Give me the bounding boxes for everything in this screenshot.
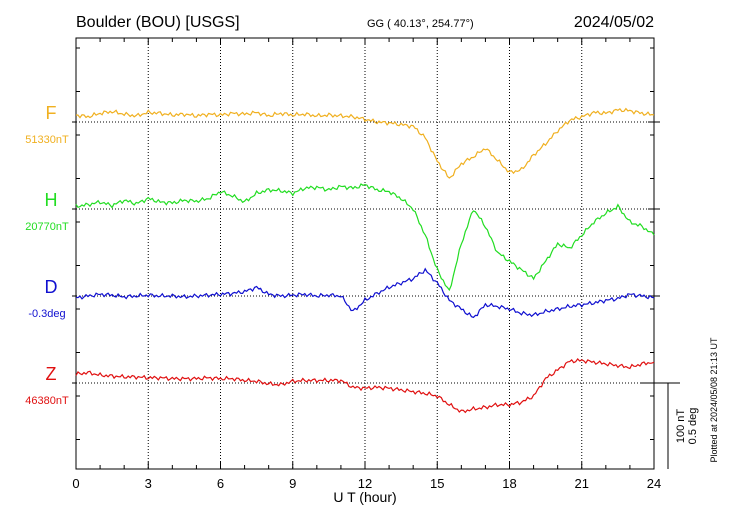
x-tick-label: 18 <box>502 476 516 491</box>
series-name-f: F <box>46 103 57 123</box>
series-line-z <box>75 357 655 414</box>
series-labels: F 51330nT H 20770nT D -0.3deg Z 46380nT <box>25 103 69 407</box>
series-line-f <box>75 107 655 179</box>
series-baseline-f: 51330nT <box>25 134 69 146</box>
series-baseline-z: 46380nT <box>25 395 69 407</box>
x-tick-labels: 0 3 6 9 12 15 18 21 24 <box>72 476 661 491</box>
grid-lines <box>147 38 583 469</box>
x-tick-label: 21 <box>575 476 589 491</box>
series-name-d: D <box>45 277 58 297</box>
x-tick-label: 0 <box>72 476 79 491</box>
series-name-z: Z <box>46 364 57 384</box>
series-line-h <box>75 183 655 292</box>
x-axis-label: U T (hour) <box>333 489 396 505</box>
x-tick-label: 9 <box>289 476 296 491</box>
x-tick-label: 15 <box>430 476 444 491</box>
scale-bar-nt: 100 nT <box>675 409 687 444</box>
series-baseline-d: -0.3deg <box>28 308 65 320</box>
series-baseline-h: 20770nT <box>25 221 69 233</box>
plotted-at-note: Plotted at 2024/05/08 21:13 UT <box>709 337 719 463</box>
plot-date: 2024/05/02 <box>574 14 654 31</box>
x-tick-label: 6 <box>217 476 224 491</box>
axis-ticks <box>72 38 660 469</box>
x-tick-label: 12 <box>358 476 372 491</box>
station-title: Boulder (BOU) [USGS] <box>76 14 240 31</box>
series-lines <box>75 107 655 414</box>
series-name-h: H <box>45 190 58 210</box>
x-tick-label: 3 <box>145 476 152 491</box>
geo-coordinates: GG ( 40.13°, 254.77°) <box>367 18 474 30</box>
scale-bar-deg: 0.5 deg <box>687 408 699 445</box>
scale-bar: 100 nT 0.5 deg <box>641 382 699 469</box>
x-tick-label: 24 <box>647 476 661 491</box>
series-line-d <box>75 267 655 319</box>
